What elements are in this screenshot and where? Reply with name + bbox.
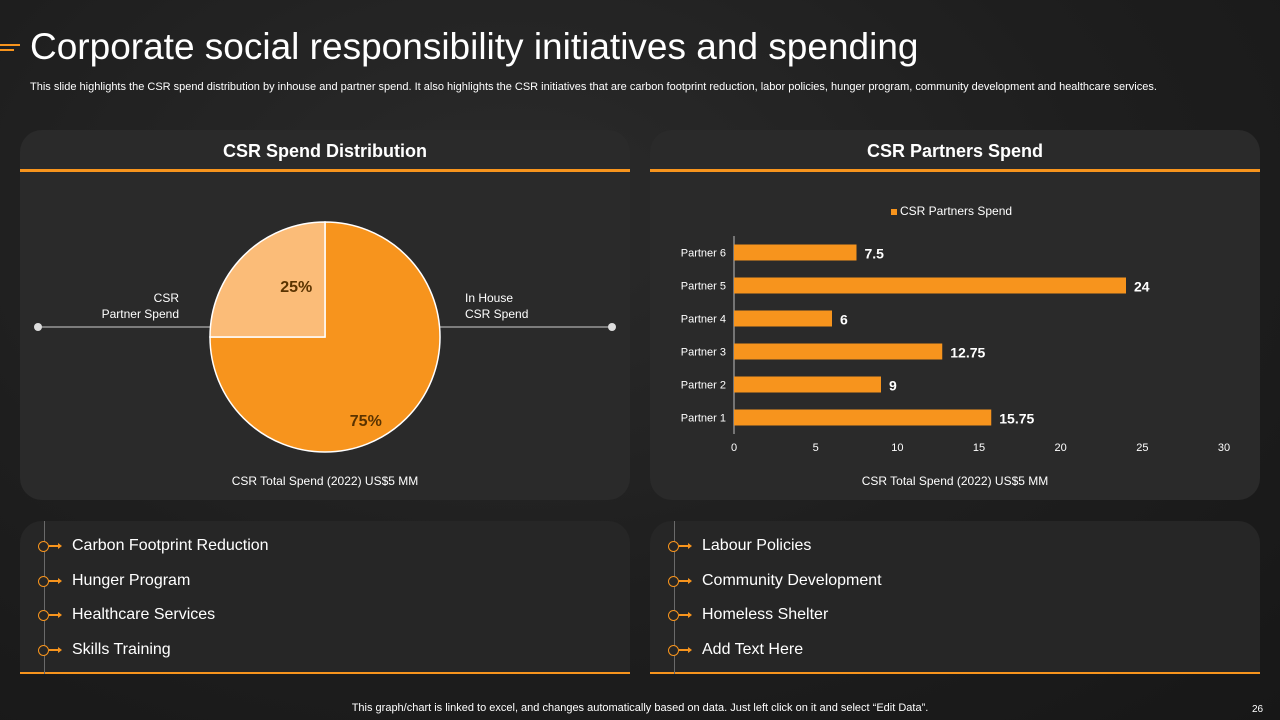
- partners-spend-footnote: CSR Total Spend (2022) US$5 MM: [861, 474, 1049, 488]
- spend-distribution-footnote: CSR Total Spend (2022) US$5 MM: [231, 474, 419, 488]
- bar-partner-4[interactable]: [734, 310, 832, 327]
- bar-category-label: Partner 1: [681, 413, 726, 425]
- list-item: Homeless Shelter: [668, 605, 828, 625]
- pie-left-label-line1: CSR: [154, 291, 180, 305]
- list-item-label: Skills Training: [72, 641, 171, 658]
- bar-partner-3[interactable]: [734, 343, 943, 360]
- pie-left-label-line2: Partner Spend: [102, 307, 179, 321]
- footer-note: This graph/chart is linked to excel, and…: [351, 702, 929, 714]
- partners-spend-bar-chart[interactable]: CSR Partners Spend 0 5 10 15 20 25 30 Partner 1…: [650, 172, 1260, 472]
- arrow-bullet-icon: [668, 609, 692, 621]
- bar-category-label: Partner 6: [681, 248, 726, 260]
- list-item: Add Text Here: [668, 640, 803, 660]
- page-number: 26: [1252, 704, 1264, 715]
- bar-x-tick-label: 5: [813, 442, 819, 454]
- bar-value-label: 9: [889, 378, 897, 394]
- list-item: Hunger Program: [38, 571, 190, 591]
- list-timeline-line: [44, 521, 45, 674]
- list-item: Skills Training: [38, 640, 171, 660]
- title-accent-mark: [0, 44, 20, 51]
- pie-slice-label-1: 75%: [350, 413, 382, 430]
- slide-title: Corporate social responsibility initiati…: [30, 26, 919, 67]
- spend-distribution-heading: CSR Spend Distribution: [20, 130, 630, 172]
- list-item-label: Labour Policies: [702, 537, 812, 554]
- spend-distribution-panel: CSR Spend Distribution 75% 25% CSR Partne…: [20, 130, 630, 500]
- bar-partner-1[interactable]: [734, 409, 992, 426]
- list-item-label: Community Development: [702, 572, 882, 589]
- pie-slice-1[interactable]: [209, 221, 441, 453]
- partners-spend-panel: CSR Partners Spend CSR Partners Spend 0 5…: [650, 130, 1260, 500]
- bar-x-tick-label: 10: [891, 442, 903, 454]
- arrow-bullet-icon: [38, 540, 62, 552]
- arrow-bullet-icon: [668, 644, 692, 656]
- legend-swatch: [891, 209, 897, 215]
- bar-x-tick-label: 25: [1136, 442, 1148, 454]
- pie-slices-group: 75% 25%: [209, 221, 441, 453]
- pie-right-label-line2: CSR Spend: [465, 307, 528, 321]
- bar-category-label: Partner 5: [681, 281, 726, 293]
- pie-right-label-line1: In House: [465, 291, 513, 305]
- bar-chart-axes: 0 5 10 15 20 25 30 Partner 1 Partner 2 Partner 3 P…: [681, 236, 1230, 454]
- list-item: Carbon Footprint Reduction: [38, 536, 269, 556]
- list-item: Labour Policies: [668, 536, 811, 556]
- list-item-label: Hunger Program: [72, 572, 191, 589]
- bar-x-tick-label: 0: [731, 442, 737, 454]
- bar-partner-5[interactable]: [734, 277, 1126, 294]
- bar-chart-legend: CSR Partners Spend: [891, 204, 1012, 218]
- list-item: Community Development: [668, 571, 882, 591]
- partners-spend-heading: CSR Partners Spend: [650, 130, 1260, 172]
- list-item-label: Homeless Shelter: [702, 606, 829, 623]
- bar-x-tick-label: 15: [973, 442, 985, 454]
- bar-value-label: 6: [840, 312, 848, 328]
- list-item-label: Carbon Footprint Reduction: [72, 537, 269, 554]
- bar-category-label: Partner 2: [681, 380, 726, 392]
- bar-x-tick-label: 20: [1055, 442, 1067, 454]
- arrow-bullet-icon: [38, 609, 62, 621]
- legend-label: CSR Partners Spend: [900, 204, 1012, 218]
- list-timeline-line: [674, 521, 675, 674]
- bar-value-label: 12.75: [950, 345, 985, 361]
- initiatives-list-right: Labour Policies Community Development Ho…: [650, 521, 1260, 674]
- list-item-label: Add Text Here: [702, 641, 804, 658]
- bar-chart-bars: 15.75 9 12.75 6 24 7.5: [734, 244, 1150, 427]
- arrow-bullet-icon: [38, 644, 62, 656]
- list-item: Healthcare Services: [38, 605, 215, 625]
- arrow-bullet-icon: [38, 575, 62, 587]
- pie-slice-label-2: 25%: [280, 279, 312, 296]
- spend-distribution-pie-chart[interactable]: 75% 25% CSR Partner Spend In House CSR Sp…: [20, 172, 630, 502]
- bar-value-label: 15.75: [999, 411, 1034, 427]
- bar-value-label: 7.5: [865, 246, 885, 262]
- bar-x-tick-label: 30: [1218, 442, 1230, 454]
- slide-subtitle: This slide highlights the CSR spend dist…: [30, 81, 1157, 93]
- pie-slice-2[interactable]: [209, 221, 326, 338]
- pie-leader-dot-left: [34, 323, 42, 331]
- bar-partner-2[interactable]: [734, 376, 881, 393]
- arrow-bullet-icon: [668, 540, 692, 552]
- pie-leader-dot-right: [608, 323, 616, 331]
- bar-partner-6[interactable]: [734, 244, 857, 261]
- bar-category-label: Partner 3: [681, 347, 726, 359]
- initiatives-list-left: Carbon Footprint Reduction Hunger Progra…: [20, 521, 630, 674]
- list-item-label: Healthcare Services: [72, 606, 216, 623]
- bar-value-label: 24: [1134, 279, 1150, 295]
- arrow-bullet-icon: [668, 575, 692, 587]
- bar-category-label: Partner 4: [681, 314, 726, 326]
